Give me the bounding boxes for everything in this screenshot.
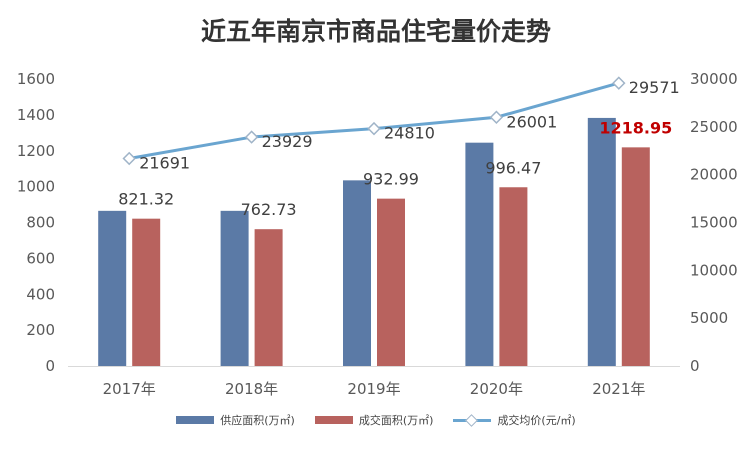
point-price — [612, 76, 626, 90]
data-label-transaction: 762.73 — [241, 200, 297, 219]
x-axis-tick: 2020年 — [470, 380, 523, 398]
right-axis-tick: 5000 — [690, 309, 728, 327]
bar-transaction — [377, 198, 405, 366]
data-label-price: 26001 — [506, 112, 557, 131]
legend-item-supply: 供应面积(万㎡) — [176, 412, 295, 428]
legend-swatch-transaction — [314, 416, 353, 424]
legend-label-transaction: 成交面积(万㎡) — [358, 414, 434, 427]
bar-supply — [98, 210, 127, 366]
bar-supply — [343, 180, 371, 366]
data-label-price: 29571 — [629, 78, 680, 97]
left-axis-tick: 0 — [45, 357, 55, 375]
legend-swatch-price — [453, 415, 492, 425]
right-axis-tick: 25000 — [690, 118, 738, 136]
bar-transaction — [254, 229, 283, 366]
right-axis-tick: 20000 — [690, 166, 738, 184]
data-label-transaction: 996.47 — [485, 158, 541, 177]
x-axis-tick: 2018年 — [225, 380, 278, 398]
data-label-price: 24810 — [384, 124, 435, 143]
legend: 供应面积(万㎡) 成交面积(万㎡) 成交均价(元/㎡) — [0, 412, 752, 428]
bar-supply — [587, 117, 616, 366]
x-axis-tick: 2021年 — [592, 380, 645, 398]
left-axis-tick: 1000 — [17, 178, 55, 196]
data-label-transaction: 821.32 — [118, 190, 174, 209]
bar-transaction — [621, 147, 650, 366]
left-axis-tick: 400 — [26, 285, 55, 303]
data-label-transaction: 932.99 — [363, 170, 419, 189]
point-price — [367, 121, 381, 136]
point-price — [122, 151, 136, 166]
left-axis-tick: 1600 — [17, 70, 55, 88]
bar-transaction — [132, 218, 161, 366]
chart-title: 近五年南京市商品住宅量价走势 — [200, 17, 551, 46]
x-axis-tick: 2019年 — [347, 380, 400, 398]
left-axis-tick: 1200 — [17, 142, 55, 160]
legend-item-price: 成交均价(元/㎡) — [453, 412, 576, 428]
legend-label-price: 成交均价(元/㎡) — [497, 414, 576, 427]
bar-supply — [220, 210, 249, 366]
data-label-price: 23929 — [262, 132, 313, 151]
right-axis-tick: 0 — [690, 357, 700, 375]
x-axis-tick: 2017年 — [103, 380, 156, 398]
right-axis-tick: 30000 — [690, 70, 738, 88]
left-axis-tick: 1400 — [17, 106, 55, 124]
right-axis-tick: 15000 — [690, 214, 738, 232]
legend-item-transaction: 成交面积(万㎡) — [314, 412, 434, 428]
point-price — [244, 130, 259, 144]
bar-transaction — [499, 187, 528, 366]
data-label-transaction: 1218.95 — [599, 118, 672, 137]
left-axis-tick: 200 — [26, 321, 55, 339]
legend-label-supply: 供应面积(万㎡) — [220, 414, 295, 427]
left-axis-tick: 600 — [26, 249, 55, 267]
left-axis-tick: 800 — [26, 214, 55, 232]
legend-swatch-supply — [176, 416, 215, 424]
right-axis-tick: 10000 — [690, 261, 738, 279]
data-label-price: 21691 — [139, 153, 190, 172]
bar-supply — [465, 142, 494, 366]
point-price — [489, 110, 504, 124]
